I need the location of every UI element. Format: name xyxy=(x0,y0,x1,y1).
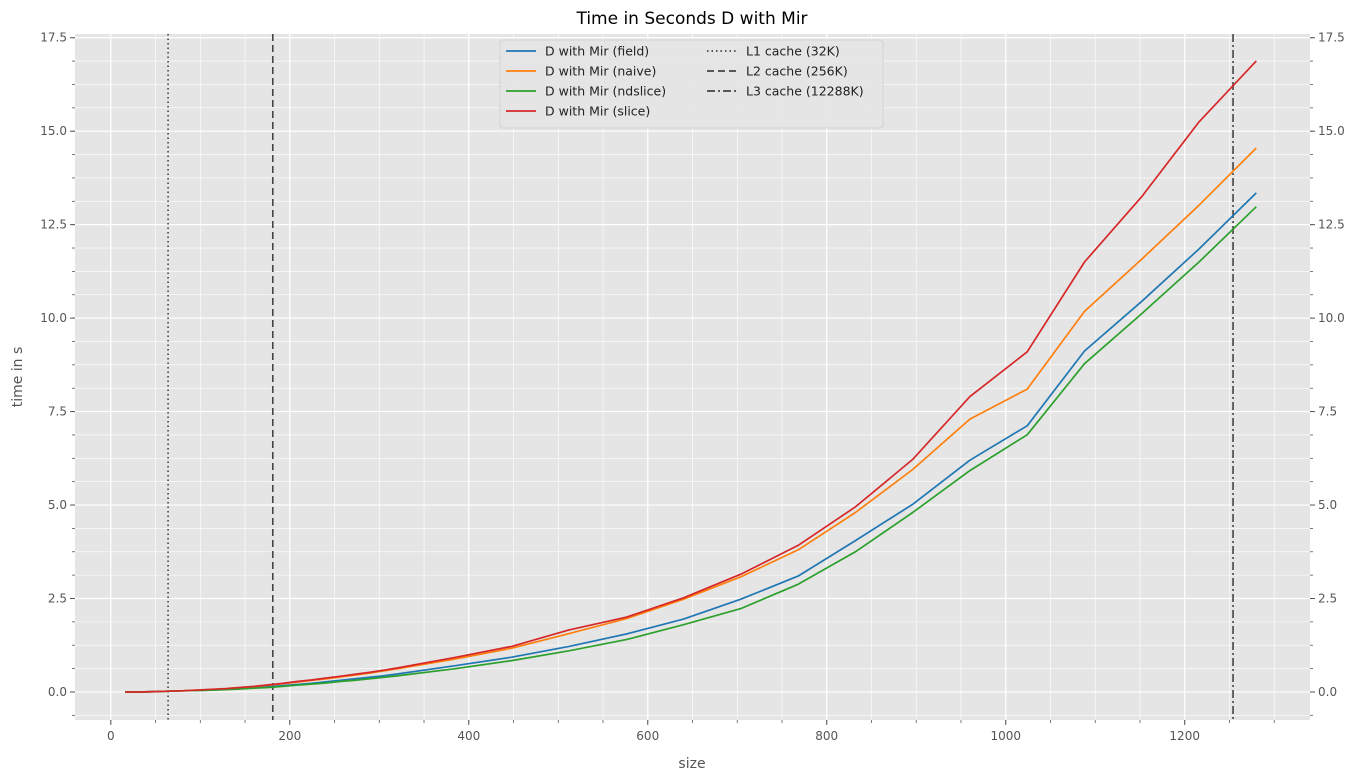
cache-lines xyxy=(167,34,1234,720)
y-tick-label-right: 12.5 xyxy=(1318,218,1345,232)
chart-title: Time in Seconds D with Mir xyxy=(575,9,807,29)
y-axis-label: time in s xyxy=(10,347,26,408)
legend-label: L1 cache (32K) xyxy=(746,44,840,59)
legend-label: L2 cache (256K) xyxy=(746,64,848,79)
y-tick-label-right: 15.0 xyxy=(1318,124,1345,138)
y-tick-label-right: 5.0 xyxy=(1318,498,1337,512)
x-tick-label: 200 xyxy=(278,729,301,743)
y-tick-label-right: 2.5 xyxy=(1318,592,1337,606)
y-tick-label: 15.0 xyxy=(40,124,67,138)
ticks: 0 200 400 600 800 1000 1200 0.0 0.0 2.5 2.5 5.0 5.0 7… xyxy=(40,31,1344,743)
y-tick-label: 0.0 xyxy=(48,685,67,699)
y-tick-label: 17.5 xyxy=(40,31,67,45)
legend-label: D with Mir (naive) xyxy=(545,64,656,79)
y-tick-label-right: 10.0 xyxy=(1318,311,1345,325)
legend-box xyxy=(499,39,884,129)
x-tick-label: 0 xyxy=(107,729,115,743)
y-tick-label: 12.5 xyxy=(40,218,67,232)
y-tick-label-right: 17.5 xyxy=(1318,31,1345,45)
y-tick-label: 10.0 xyxy=(40,311,67,325)
grid xyxy=(75,34,1310,720)
series-lines xyxy=(125,60,1257,693)
x-tick-label: 800 xyxy=(815,729,838,743)
legend-label: D with Mir (slice) xyxy=(545,104,650,119)
x-axis-label: size xyxy=(678,756,705,772)
y-tick-label: 5.0 xyxy=(48,498,67,512)
x-tick-label: 1000 xyxy=(990,729,1021,743)
x-tick-label: 1200 xyxy=(1169,729,1200,743)
y-tick-label-right: 0.0 xyxy=(1318,685,1337,699)
legend-label: D with Mir (ndslice) xyxy=(545,84,666,99)
legend-label: D with Mir (field) xyxy=(545,44,649,59)
legend-label: L3 cache (12288K) xyxy=(746,84,864,99)
y-tick-label-right: 7.5 xyxy=(1318,405,1337,419)
x-tick-label: 400 xyxy=(457,729,480,743)
legend: D with Mir (field) D with Mir (naive) D wi… xyxy=(499,39,884,129)
y-tick-label: 2.5 xyxy=(48,592,67,606)
series-line xyxy=(125,60,1257,693)
y-tick-label: 7.5 xyxy=(48,405,67,419)
x-tick-label: 600 xyxy=(636,729,659,743)
